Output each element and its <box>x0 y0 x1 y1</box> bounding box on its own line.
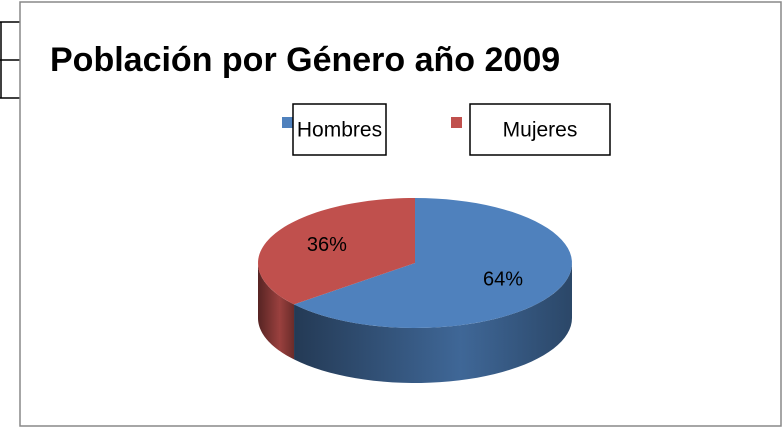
slice-top <box>294 198 572 328</box>
pie-slice <box>294 198 572 383</box>
pie-slice <box>258 198 415 360</box>
chart-title: Población por Género año 2009 <box>50 41 560 79</box>
data-label: 64% <box>483 268 523 290</box>
slice-side <box>294 263 572 383</box>
slice-top <box>258 198 415 305</box>
legend-box <box>292 103 387 156</box>
slice-side <box>258 263 295 360</box>
table-fragment <box>0 21 20 99</box>
legend-label: Hombres <box>297 119 382 142</box>
data-label: 36% <box>307 234 347 256</box>
legend-swatch <box>451 117 462 128</box>
legend-box <box>469 103 611 156</box>
legend-label: Mujeres <box>503 119 578 142</box>
legend-swatch <box>282 117 293 128</box>
